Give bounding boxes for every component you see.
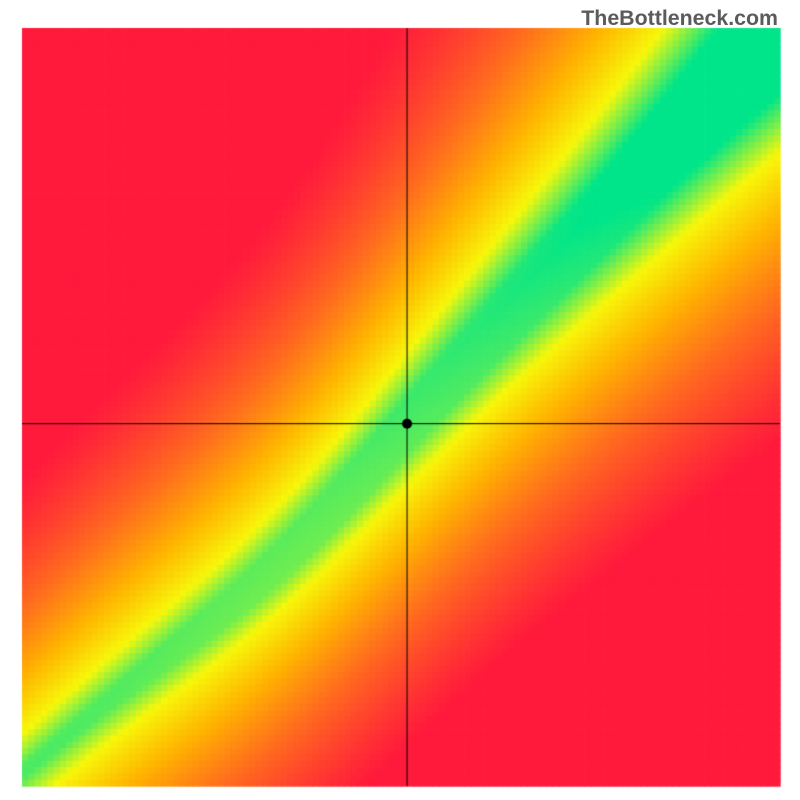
bottleneck-heatmap — [0, 0, 800, 800]
watermark-text: TheBottleneck.com — [581, 6, 778, 31]
